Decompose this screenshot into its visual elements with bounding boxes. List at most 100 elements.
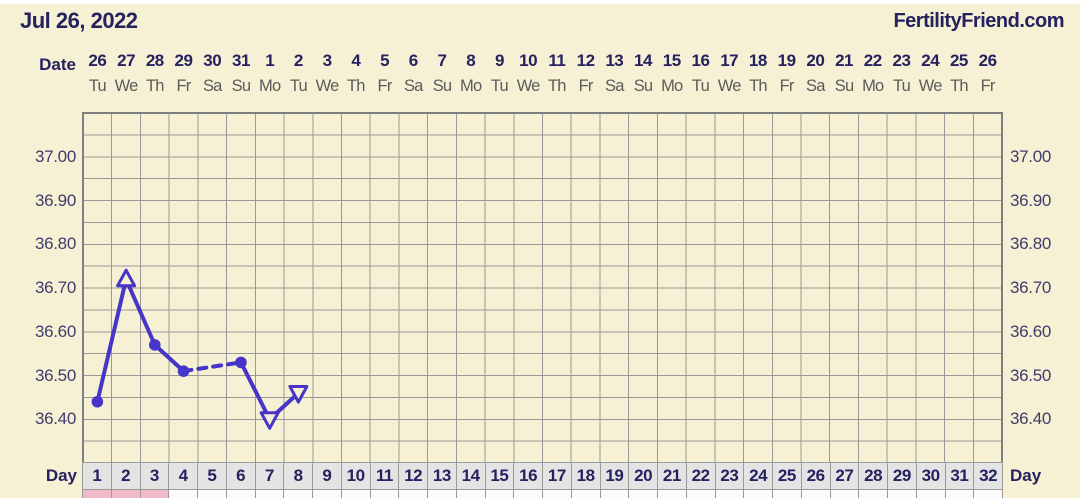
day-cell-23[interactable]: 23 (715, 463, 744, 489)
day-cell-16[interactable]: 16 (514, 463, 542, 489)
temp-line-segment (124, 277, 157, 347)
day-cell-25[interactable]: 25 (773, 463, 801, 489)
weekday-label: Tu (490, 77, 509, 95)
weekday-label: Sa (403, 77, 423, 95)
empty-data-cell-21 (658, 490, 686, 498)
weekday-label: Mo (862, 77, 884, 95)
day-cell-14[interactable]: 14 (456, 463, 485, 489)
temp-marker-adjusted-down-day7[interactable] (259, 411, 280, 430)
date-number: 17 (720, 51, 739, 70)
menses-cell-3 (140, 490, 169, 498)
date-number: 6 (408, 51, 418, 70)
day-cell-18[interactable]: 18 (571, 463, 600, 489)
empty-data-cell-12 (399, 490, 427, 498)
empty-data-cell-24 (744, 490, 772, 498)
weekday-label: Tu (892, 77, 911, 95)
date-number: 28 (145, 51, 164, 70)
y-axis-label: 36.40 (1010, 409, 1052, 429)
day-axis-label-right: Day (1010, 466, 1042, 485)
empty-data-cell-8 (284, 490, 312, 498)
temp-marker-day1[interactable] (91, 395, 104, 408)
weekday-label: Tu (289, 77, 308, 95)
temp-line-segment-dashed (181, 360, 243, 374)
weekday-axis-row: Tu We Th Fr Sa Su Mo Tu We Th Fr Sa Su Mo Tu We Th Fr Sa Su… (83, 76, 1002, 96)
temp-marker-day6[interactable] (235, 356, 247, 369)
date-axis-label: Date (39, 55, 76, 74)
temp-marker-adjusted-down-day8[interactable] (288, 385, 309, 404)
empty-data-cell-23 (715, 490, 744, 498)
day-cell-32[interactable]: 32 (974, 463, 1002, 489)
empty-data-cell-19 (600, 490, 629, 498)
date-number: 12 (576, 51, 595, 70)
day-cell-7[interactable]: 7 (255, 463, 284, 489)
day-cell-8[interactable]: 8 (284, 463, 312, 489)
empty-data-cell-15 (485, 490, 514, 498)
brand-link[interactable]: FertilityFriend.com (893, 10, 1064, 32)
top-strip (0, 0, 1080, 4)
day-cell-10[interactable]: 10 (341, 463, 370, 489)
day-cell-26[interactable]: 26 (801, 463, 830, 489)
day-cell-31[interactable]: 31 (945, 463, 974, 489)
empty-data-cell-27 (830, 490, 859, 498)
day-cell-2[interactable]: 2 (111, 463, 140, 489)
temp-marker-day3[interactable] (148, 339, 161, 351)
date-number: 30 (203, 51, 222, 70)
day-cell-3[interactable]: 3 (140, 463, 169, 489)
day-cell-21[interactable]: 21 (658, 463, 686, 489)
y-axis-label: 36.60 (1010, 321, 1052, 341)
day-cell-5[interactable]: 5 (198, 463, 226, 489)
day-cell-27[interactable]: 27 (830, 463, 859, 489)
empty-data-cell-28 (859, 490, 887, 498)
weekday-label: Su (834, 77, 854, 95)
empty-data-cell-17 (543, 490, 571, 498)
day-cell-6[interactable]: 6 (226, 463, 255, 489)
day-cell-15[interactable]: 15 (485, 463, 514, 489)
day-cell-30[interactable]: 30 (916, 463, 945, 489)
date-number: 2 (293, 51, 303, 70)
empty-data-cell-6 (226, 490, 255, 498)
day-cell-12[interactable]: 12 (399, 463, 427, 489)
weekday-label: We (315, 77, 340, 95)
weekday-label: Sa (605, 77, 624, 95)
day-cell-22[interactable]: 22 (686, 463, 715, 489)
weekday-label: Fr (377, 77, 393, 95)
date-number: 26 (88, 51, 107, 70)
weekday-label: Th (548, 77, 566, 95)
empty-data-cell-22 (686, 490, 715, 498)
day-cell-11[interactable]: 11 (370, 463, 399, 489)
weekday-label: We (114, 77, 139, 95)
empty-data-cell-20 (629, 490, 657, 498)
y-axis-label: 36.80 (34, 234, 76, 254)
empty-data-cell-30 (916, 490, 945, 498)
weekday-label: Fr (779, 77, 795, 95)
day-cell-9[interactable]: 9 (313, 463, 341, 489)
menses-indicator-row (82, 490, 1003, 498)
empty-data-cell-10 (341, 490, 370, 498)
day-cell-20[interactable]: 20 (629, 463, 657, 489)
day-cell-29[interactable]: 29 (888, 463, 916, 489)
temp-line-segment (238, 360, 272, 422)
day-cell-28[interactable]: 28 (859, 463, 887, 489)
y-axis-label: 36.70 (1010, 278, 1052, 297)
menses-cell-2 (111, 490, 140, 498)
day-cell-24[interactable]: 24 (744, 463, 772, 489)
empty-data-cell-18 (571, 490, 600, 498)
date-number: 15 (662, 51, 681, 70)
weekday-label: Sa (202, 77, 222, 95)
day-cell-4[interactable]: 4 (169, 463, 197, 489)
date-number: 13 (605, 51, 624, 70)
weekday-label: Su (633, 77, 653, 95)
day-cell-19[interactable]: 19 (600, 463, 629, 489)
day-axis-row: 1 2 3 4 5 6 7 8 9 10 11 12 13 14 15 16 17 18 19 20 21 22 23 24 2… (82, 462, 1003, 490)
day-cell-17[interactable]: 17 (543, 463, 571, 489)
weekday-label: Mo (661, 77, 683, 95)
weekday-label: Th (950, 77, 968, 95)
day-cell-1[interactable]: 1 (83, 463, 111, 489)
temp-marker-adjusted-up-day2[interactable] (116, 268, 137, 288)
temp-marker-day4[interactable] (177, 365, 190, 377)
day-cell-13[interactable]: 13 (428, 463, 456, 489)
y-axis-label: 36.70 (34, 278, 76, 297)
date-number: 7 (437, 51, 447, 70)
date-number: 21 (835, 51, 853, 70)
